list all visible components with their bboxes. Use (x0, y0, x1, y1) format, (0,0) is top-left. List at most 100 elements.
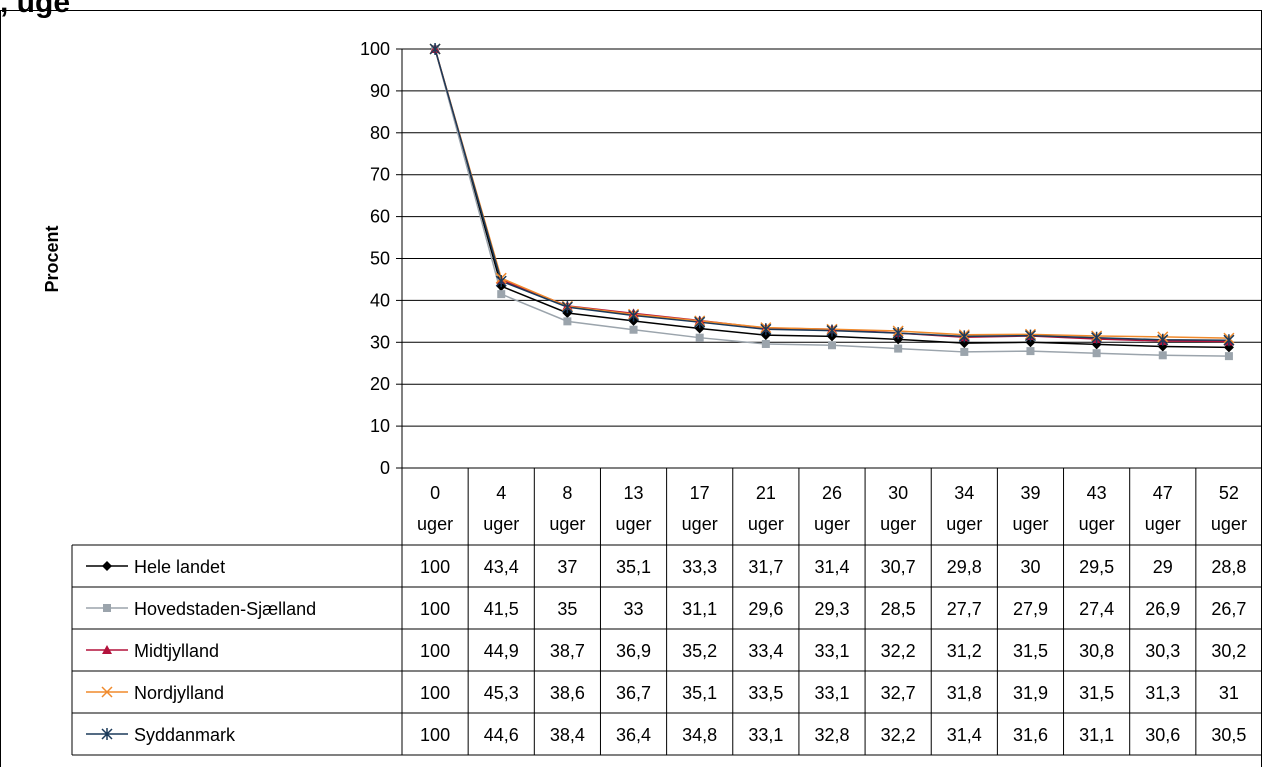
x-tick-unit: uger (880, 514, 916, 534)
data-label: 36,9 (616, 641, 651, 661)
data-label: 30,6 (1145, 725, 1180, 745)
x-tick-unit: uger (748, 514, 784, 534)
marker-hovedstaden-sjælland (497, 290, 506, 299)
legend-label-midtjylland: Midtjylland (134, 641, 219, 661)
data-label: 100 (420, 683, 450, 703)
data-label: 30 (1020, 557, 1040, 577)
data-label: 31,8 (947, 683, 982, 703)
marker-syddanmark (826, 324, 838, 337)
data-label: 29,3 (814, 599, 849, 619)
series-line-midtjylland (434, 48, 1229, 343)
data-label: 29,6 (748, 599, 783, 619)
x-tick-unit: uger (814, 514, 850, 534)
data-label: 100 (420, 599, 450, 619)
data-label: 31,1 (682, 599, 717, 619)
data-label: 37 (557, 557, 577, 577)
x-tick-unit: uger (946, 514, 982, 534)
x-tick-label: 26 (822, 483, 842, 503)
data-label: 31,7 (748, 557, 783, 577)
data-label: 31,3 (1145, 683, 1180, 703)
data-label: 34,8 (682, 725, 717, 745)
marker-hele-landet (694, 323, 705, 334)
data-label: 28,8 (1211, 557, 1246, 577)
x-tick-label: 43 (1087, 483, 1107, 503)
y-tick-label: 0 (380, 458, 390, 478)
x-tick-unit: uger (549, 514, 585, 534)
data-label: 33,1 (814, 683, 849, 703)
legend-key-marker-nordjylland (101, 686, 113, 698)
legend-key-marker-midtjylland (102, 645, 112, 654)
x-tick-label: 13 (624, 483, 644, 503)
data-label: 31,4 (947, 725, 982, 745)
x-tick-unit: uger (616, 514, 652, 534)
series-lines (434, 48, 1229, 357)
data-label: 100 (420, 641, 450, 661)
data-label: 30,2 (1211, 641, 1246, 661)
data-label: 41,5 (484, 599, 519, 619)
marker-syddanmark (628, 309, 640, 322)
marker-syddanmark (892, 327, 904, 340)
data-label: 36,7 (616, 683, 651, 703)
y-tick-label: 90 (370, 81, 390, 101)
series-markers (429, 43, 1235, 361)
data-label: 30,8 (1079, 641, 1114, 661)
data-label: 35,1 (682, 683, 717, 703)
marker-hovedstaden-sjælland (1026, 347, 1035, 356)
marker-syddanmark (958, 330, 970, 343)
legend-key-marker-hovedstaden-sjælland (103, 604, 111, 612)
data-label: 35,1 (616, 557, 651, 577)
data-label: 30,5 (1211, 725, 1246, 745)
data-label: 30,3 (1145, 641, 1180, 661)
data-label: 31,6 (1013, 725, 1048, 745)
y-tick-label: 40 (370, 290, 390, 310)
x-tick-label: 21 (756, 483, 776, 503)
legend-label-syddanmark: Syddanmark (134, 725, 236, 745)
y-tick-label: 10 (370, 416, 390, 436)
y-tick-label: 100 (360, 39, 390, 59)
data-label: 29 (1153, 557, 1173, 577)
x-tick-unit: uger (1012, 514, 1048, 534)
legend-label-hovedstaden-sjælland: Hovedstaden-Sjælland (134, 599, 316, 619)
data-label: 38,6 (550, 683, 585, 703)
data-label: 33,1 (814, 641, 849, 661)
x-tick-unit: uger (417, 514, 453, 534)
legend-label-hele-landet: Hele landet (134, 557, 225, 577)
marker-syddanmark (1091, 331, 1103, 344)
page-title: , uge (0, 0, 71, 19)
x-tick-unit: uger (682, 514, 718, 534)
y-tick-label: 70 (370, 165, 390, 185)
data-table: 0 uger 4 uger 8 uger 13 uger 17 uger 21 uger 26 uger 3… (71, 468, 1262, 756)
marker-syddanmark (1223, 334, 1235, 347)
x-tick-label: 52 (1219, 483, 1239, 503)
marker-syddanmark (561, 301, 573, 314)
y-axis-title: Procent (42, 225, 62, 292)
data-label: 26,7 (1211, 599, 1246, 619)
y-tick-label: 60 (370, 207, 390, 227)
x-tick-label: 0 (430, 483, 440, 503)
x-tick-label: 17 (690, 483, 710, 503)
marker-syddanmark (760, 323, 772, 336)
x-tick-unit: uger (483, 514, 519, 534)
marker-syddanmark (429, 43, 441, 55)
data-label: 31,5 (1079, 683, 1114, 703)
x-tick-label: 4 (496, 483, 506, 503)
marker-syddanmark (1024, 329, 1036, 342)
data-label: 33 (624, 599, 644, 619)
data-label: 27,9 (1013, 599, 1048, 619)
x-tick-label: 34 (954, 483, 974, 503)
data-label: 28,5 (881, 599, 916, 619)
data-label: 31 (1219, 683, 1239, 703)
data-label: 31,1 (1079, 725, 1114, 745)
marker-hovedstaden-sjælland (761, 339, 770, 348)
data-label: 38,7 (550, 641, 585, 661)
legend-label-nordjylland: Nordjylland (134, 683, 224, 703)
marker-hovedstaden-sjælland (629, 325, 638, 334)
axes: 0 10 20 30 40 50 60 70 80 90 100 (360, 39, 403, 478)
data-label: 100 (420, 557, 450, 577)
marker-hovedstaden-sjælland (1158, 351, 1167, 360)
y-tick-label: 20 (370, 374, 390, 394)
data-label: 44,9 (484, 641, 519, 661)
y-tick-label: 80 (370, 123, 390, 143)
data-label: 30,7 (881, 557, 916, 577)
marker-hovedstaden-sjælland (563, 317, 572, 326)
